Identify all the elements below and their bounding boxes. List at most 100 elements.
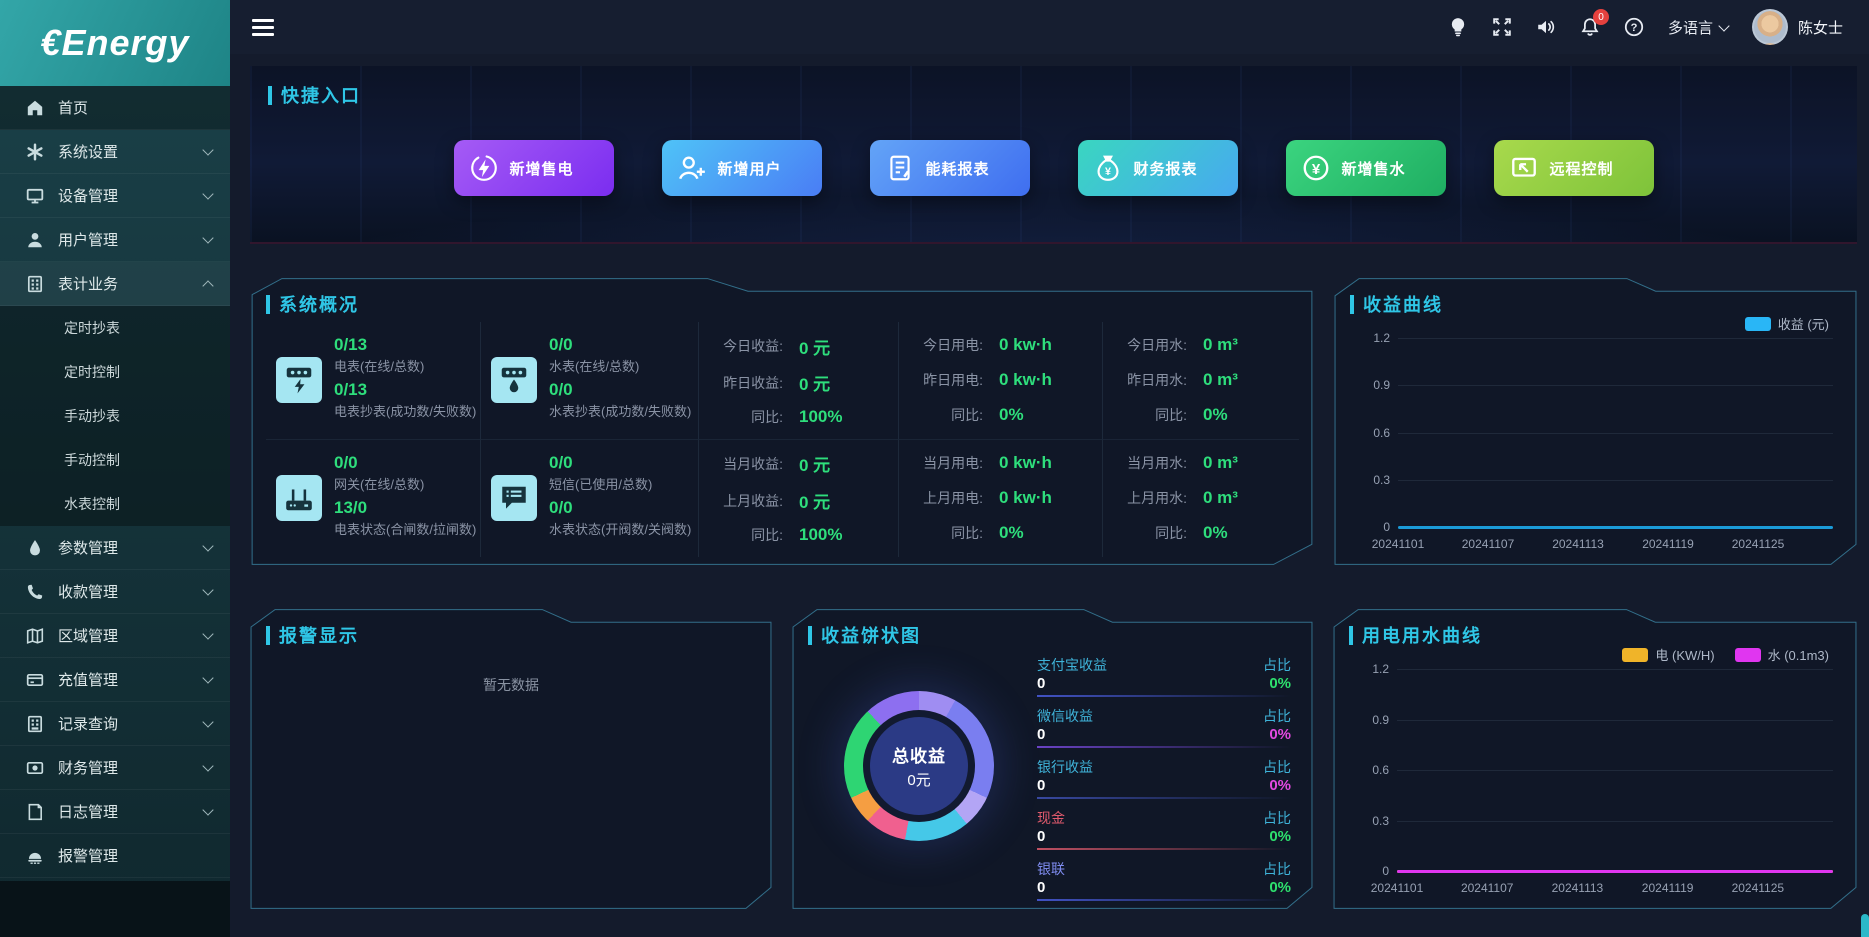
stat-value: 0%: [1203, 405, 1228, 425]
grid-line: [1398, 385, 1833, 387]
series-line: [1397, 869, 1833, 873]
sidebar-item-label: 表计业务: [58, 276, 119, 293]
chevron-down-icon: [202, 803, 214, 816]
sidebar-subitem-manual-reading[interactable]: 手动抄表: [64, 408, 120, 424]
stat-value: 0 m³: [1203, 488, 1238, 508]
theme-bulb-icon[interactable]: [1448, 17, 1468, 37]
stat-label: 同比:: [951, 525, 983, 542]
stat-row: 当月收益: 0 元: [701, 451, 892, 476]
alarm-display-title: 报警显示: [266, 622, 359, 648]
y-axis-tick: 0.3: [1372, 813, 1389, 828]
sidebar-item-alarm-management[interactable]: 报警管理: [0, 834, 230, 878]
stat-label: 同比:: [1155, 525, 1187, 542]
user-icon: [26, 231, 44, 249]
sidebar-item-region-management[interactable]: 区域管理: [0, 614, 230, 658]
language-selector[interactable]: 多语言: [1667, 17, 1730, 38]
user-menu[interactable]: 陈女士: [1751, 9, 1843, 45]
help-icon[interactable]: ?: [1624, 17, 1644, 37]
stat-row: 昨日收益: 0 元: [701, 370, 892, 395]
stat-row: 上月用水: 0 m³: [1105, 488, 1293, 508]
lightning-icon: [469, 153, 499, 183]
pie-legend-underline: [1037, 797, 1291, 799]
quick-button-add-water-sale[interactable]: ¥ 新增售水: [1285, 140, 1446, 196]
quick-button-finance-report[interactable]: ¥ 财务报表: [1077, 140, 1238, 196]
quick-button-add-electricity-sale[interactable]: 新增售电: [453, 140, 614, 196]
stat-value: 100%: [799, 525, 843, 545]
stat-label: 昨日用水:: [1127, 372, 1187, 389]
pie-legend-ratio-label: 占比: [1263, 861, 1291, 877]
grid-line: [1398, 338, 1833, 339]
grid-line: [1398, 479, 1833, 481]
meter-value: 0/0: [334, 453, 358, 473]
sidebar-item-user-management[interactable]: 用户管理: [0, 218, 230, 262]
pie-legend-name: 微信收益: [1037, 708, 1093, 724]
pie-legend-value: 0: [1037, 828, 1046, 845]
stat-label: 今日用水:: [1127, 337, 1187, 354]
pie-legend-row: 现金 占比 0 0%: [1037, 808, 1291, 850]
sidebar-item-collection-management[interactable]: 收款管理: [0, 570, 230, 614]
stat-row: 昨日用电: 0 kw·h: [901, 370, 1096, 390]
fullscreen-icon[interactable]: [1492, 17, 1512, 37]
legend-label: 收益 (元): [1777, 317, 1829, 332]
log-icon: [26, 803, 44, 821]
sidebar-item-home[interactable]: 首页: [0, 86, 230, 130]
stat-row: 同比: 0%: [901, 405, 1096, 425]
avatar: [1751, 9, 1788, 45]
pie-legend-row: 微信收益 占比 0 0%: [1037, 706, 1291, 748]
sidebar-item-parameter-management[interactable]: 参数管理: [0, 526, 230, 570]
legend-item[interactable]: 收益 (元): [1744, 314, 1829, 333]
meter-value: 0/0: [549, 380, 573, 400]
notifications-bell-icon[interactable]: 0: [1580, 9, 1609, 37]
y-axis-tick: 0: [1382, 864, 1389, 878]
stat-row: 同比: 0%: [901, 523, 1096, 543]
x-axis-tick: 20241101: [1371, 537, 1425, 551]
chevron-down-icon: [202, 627, 214, 640]
stat-value: 0 kw·h: [999, 370, 1052, 390]
chevron-down-icon: [202, 187, 214, 200]
sidebar-subitem-scheduled-reading[interactable]: 定时抄表: [64, 320, 120, 336]
stat-label: 同比:: [751, 408, 783, 425]
stat-label: 上月用水:: [1127, 490, 1187, 507]
language-label: 多语言: [1667, 19, 1713, 37]
quick-button-energy-report[interactable]: 能耗报表: [869, 140, 1030, 196]
stat-label: 同比:: [751, 527, 783, 544]
quick-button-label: 新增用户: [717, 160, 782, 178]
menu-toggle-icon[interactable]: [252, 18, 274, 36]
volume-icon[interactable]: [1536, 17, 1556, 37]
quick-button-remote-control[interactable]: 远程控制: [1493, 140, 1654, 196]
sidebar-item-finance-management[interactable]: 财务管理: [0, 746, 230, 790]
sidebar-item-log-management[interactable]: 日志管理: [0, 790, 230, 834]
scrollbar-thumb[interactable]: [1861, 914, 1869, 937]
legend-item[interactable]: 水 (0.1m3): [1734, 645, 1829, 664]
stat-row: 同比: 0%: [1105, 523, 1293, 543]
stat-row: 同比: 0%: [1105, 405, 1293, 425]
sidebar-item-meter-business[interactable]: 表计业务: [0, 262, 230, 306]
y-axis-tick: 0.9: [1372, 712, 1389, 727]
map-icon: [26, 627, 44, 645]
pie-legend-underline: [1037, 848, 1291, 850]
topbar: 0 ? 多语言 陈女士: [230, 0, 1869, 54]
total-revenue-label: 总收益: [892, 747, 946, 766]
stat-value: 0 m³: [1203, 370, 1238, 390]
username: 陈女士: [1797, 19, 1843, 37]
sidebar-item-system-settings[interactable]: 系统设置: [0, 130, 230, 174]
sidebar-subitem-scheduled-control[interactable]: 定时控制: [64, 364, 120, 380]
sidebar-subitem-water-meter-control[interactable]: 水表控制: [64, 496, 120, 512]
meter-label: 水表(在线/总数): [549, 359, 640, 375]
quick-button-add-user[interactable]: 新增用户: [661, 140, 822, 196]
sidebar-item-device-management[interactable]: 设备管理: [0, 174, 230, 218]
sidebar-item-label: 用户管理: [58, 232, 119, 249]
chevron-down-icon: [202, 671, 214, 684]
legend-item[interactable]: 电 (KW/H): [1622, 645, 1715, 664]
pie-legend-ratio: 0%: [1269, 675, 1291, 692]
stat-label: 上月用电:: [923, 490, 983, 507]
dashboard-content: 快捷入口 新增售电 新增用户 能耗报表 ¥ 财务报表 ¥ 新增售水 远程控制 系统概况 0/1…: [230, 54, 1869, 937]
sidebar-item-recharge-management[interactable]: 充值管理: [0, 658, 230, 702]
y-axis-tick: 0.9: [1373, 378, 1390, 393]
sidebar-item-record-query[interactable]: 记录查询: [0, 702, 230, 746]
stat-row: 同比: 100%: [701, 407, 892, 427]
stat-value: 0 m³: [1203, 453, 1238, 473]
sidebar-submenu-meter-business: 定时抄表定时控制手动抄表手动控制水表控制: [0, 306, 230, 526]
notification-badge: 0: [1592, 9, 1609, 25]
sidebar-subitem-manual-control[interactable]: 手动控制: [64, 452, 120, 468]
